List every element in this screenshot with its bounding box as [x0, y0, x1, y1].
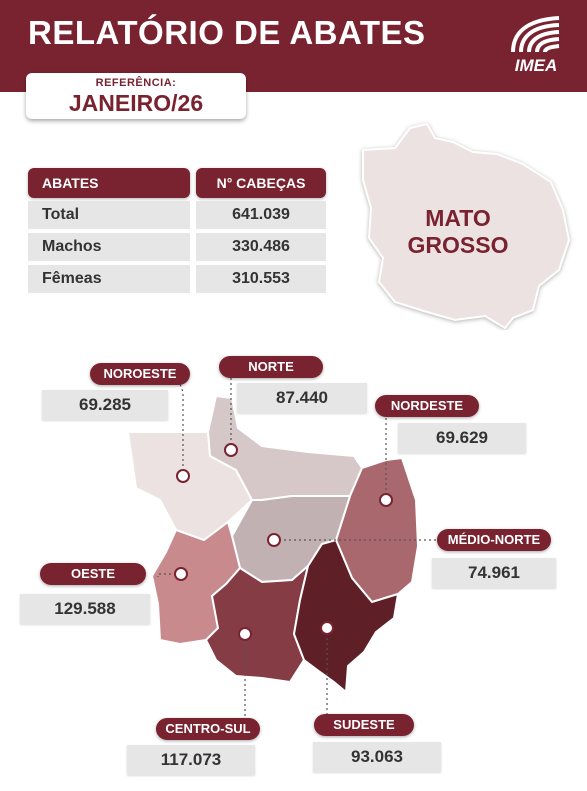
tag-sudeste: SUDESTE: [314, 714, 414, 736]
page-title: RELATÓRIO DE ABATES: [28, 14, 426, 51]
row-value-machos: 330.486: [196, 233, 326, 261]
value-oeste: 129.588: [20, 594, 150, 624]
marker-nordeste: [379, 493, 393, 507]
row-value-total: 641.039: [196, 201, 326, 229]
table-header-cabecas: N° CABEÇAS: [196, 168, 326, 198]
reference-value: JANEIRO/26: [68, 90, 204, 116]
tag-medio-norte: MÉDIO-NORTE: [437, 529, 551, 551]
state-name-line2: GROSSO: [407, 232, 509, 258]
state-name: MATO GROSSO: [398, 205, 518, 259]
row-label-total: Total: [28, 201, 190, 229]
mato-grosso-map: [362, 122, 571, 330]
value-sudeste: 93.063: [313, 742, 441, 772]
tag-centro-sul: CENTRO-SUL: [156, 718, 260, 740]
imea-logo: IMEA: [511, 16, 560, 74]
reference-label: REFERÊNCIA:: [95, 77, 177, 89]
reference-box: REFERÊNCIA: JANEIRO/26: [26, 73, 246, 119]
row-value-femeas: 310.553: [196, 265, 326, 293]
value-noroeste: 69.285: [42, 390, 168, 420]
value-centro-sul: 117.073: [127, 745, 255, 775]
value-nordeste: 69.629: [398, 423, 526, 453]
state-name-line1: MATO: [425, 205, 491, 231]
region-sudeste: [292, 538, 400, 695]
tag-oeste: OESTE: [40, 563, 146, 585]
row-label-femeas: Fêmeas: [28, 265, 190, 293]
marker-norte: [224, 443, 238, 457]
value-medio-norte: 74.961: [432, 558, 556, 588]
marker-oeste: [174, 567, 188, 581]
row-label-machos: Machos: [28, 233, 190, 261]
marker-noroeste: [176, 469, 190, 483]
region-centro-sul: [204, 563, 310, 684]
marker-medio-norte: [267, 533, 281, 547]
marker-sudeste: [320, 621, 334, 635]
marker-centro-sul: [238, 627, 252, 641]
table-header-abates: ABATES: [28, 168, 190, 198]
tag-nordeste: NORDESTE: [375, 395, 479, 417]
tag-noroeste: NOROESTE: [90, 363, 190, 385]
logo-text: IMEA: [515, 56, 558, 74]
tag-norte: NORTE: [219, 356, 323, 378]
value-norte: 87.440: [237, 383, 367, 413]
